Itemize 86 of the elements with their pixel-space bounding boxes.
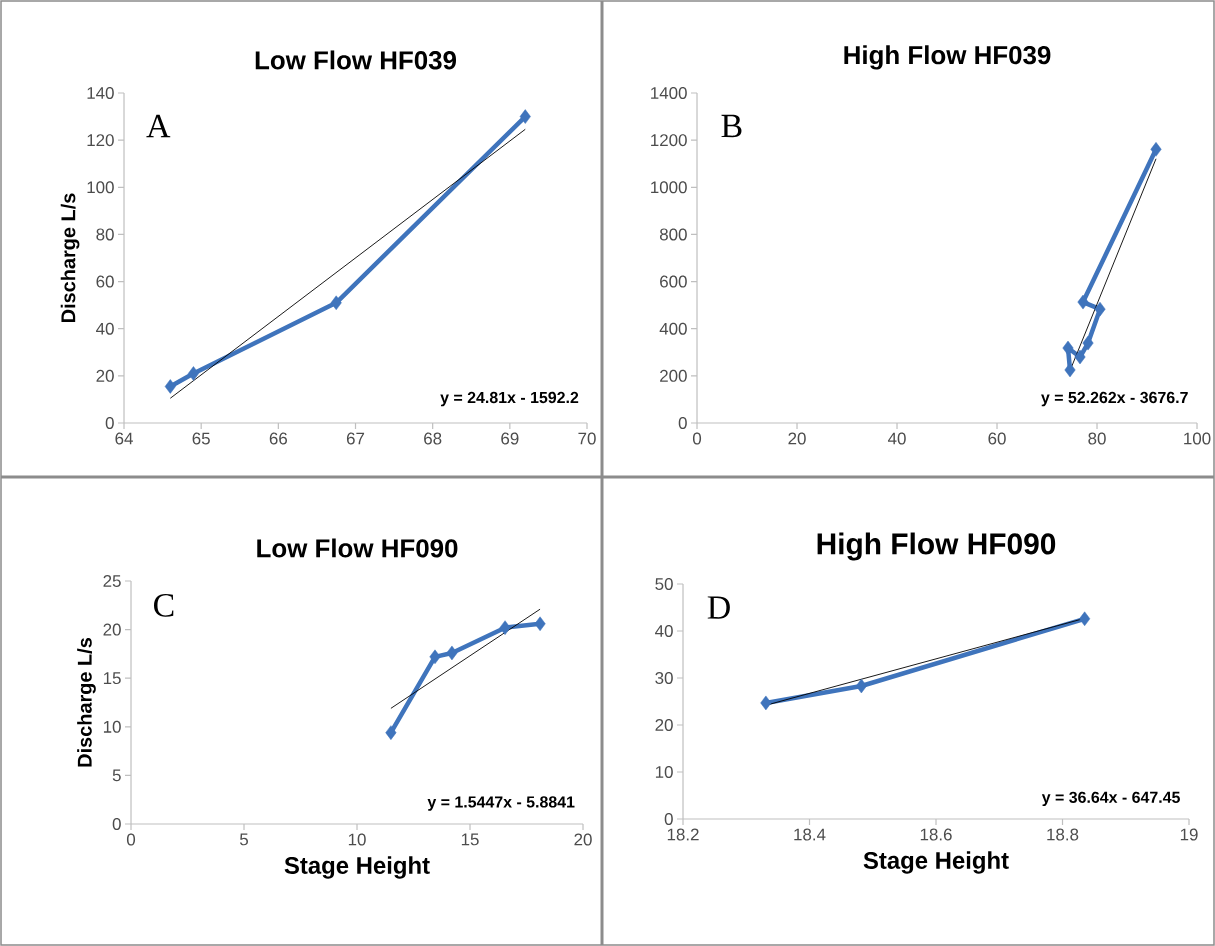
point bbox=[534, 616, 546, 632]
x-tick-label: 69 bbox=[501, 432, 519, 445]
annotation: D bbox=[707, 596, 730, 619]
point bbox=[164, 379, 176, 394]
y-tick-label: 800 bbox=[659, 228, 687, 241]
chart-title: High Flow HF090 bbox=[817, 532, 1056, 561]
y-tick-label: 20 bbox=[103, 623, 121, 636]
y-tick-label: 50 bbox=[655, 578, 673, 591]
point bbox=[1082, 335, 1094, 351]
y-tick-label: 60 bbox=[96, 275, 114, 288]
x-tick-label: 20 bbox=[574, 833, 592, 846]
annotation: y = 36.64x - 647.45 bbox=[1041, 791, 1180, 807]
point bbox=[385, 725, 397, 740]
x-tick-label: 100 bbox=[1184, 432, 1211, 445]
x-tick-label: 67 bbox=[346, 432, 365, 445]
x-tick-label: 80 bbox=[1088, 432, 1106, 445]
x-tick-label: 10 bbox=[348, 833, 366, 846]
annotation: y = 1.5447x - 5.8841 bbox=[427, 796, 575, 811]
annotation: C bbox=[154, 593, 174, 617]
y-tick-label: 10 bbox=[103, 720, 121, 733]
y-tick-label: 100 bbox=[87, 181, 114, 194]
y-tick-label: 25 bbox=[103, 575, 121, 588]
y-tick-label: 400 bbox=[659, 322, 687, 335]
x-axis-title: Stage Height bbox=[863, 851, 1009, 874]
x-tick-label: 70 bbox=[578, 432, 596, 445]
y-tick-label: 80 bbox=[96, 228, 114, 241]
y-tick-label: 0 bbox=[664, 813, 673, 826]
y-tick-label: 1200 bbox=[651, 134, 687, 147]
x-tick-label: 18.2 bbox=[667, 828, 699, 841]
x-tick-label: 5 bbox=[239, 833, 248, 846]
y-tick-label: 0 bbox=[105, 417, 114, 430]
x-tick-label: 15 bbox=[461, 833, 479, 846]
y-axis-title: Discharge L/s bbox=[60, 193, 80, 323]
y-tick-label: 15 bbox=[103, 672, 121, 685]
y-tick-label: 140 bbox=[87, 87, 114, 99]
point bbox=[1094, 301, 1106, 317]
y-tick-label: 0 bbox=[678, 417, 687, 430]
x-axis-title: Stage Height bbox=[284, 856, 430, 879]
y-tick-label: 1000 bbox=[651, 181, 687, 194]
point bbox=[1150, 142, 1162, 157]
x-tick-label: 18.8 bbox=[1047, 828, 1079, 841]
y-tick-label: 20 bbox=[96, 369, 114, 382]
x-tick-label: 66 bbox=[269, 432, 288, 445]
point bbox=[446, 645, 458, 661]
x-tick-label: 65 bbox=[192, 432, 210, 445]
point bbox=[1062, 340, 1074, 356]
point bbox=[330, 295, 342, 311]
y-tick-label: 120 bbox=[87, 134, 114, 147]
y-tick-label: 200 bbox=[660, 369, 687, 382]
y-tick-label: 1400 bbox=[651, 87, 687, 99]
y-tick-label: 40 bbox=[655, 625, 673, 638]
point bbox=[1079, 611, 1091, 627]
point bbox=[760, 695, 772, 711]
x-tick-label: 0 bbox=[692, 432, 702, 445]
chart-title: High Flow HF039 bbox=[844, 45, 1051, 70]
point bbox=[1077, 294, 1089, 310]
annotation: y = 52.262x - 3676.7 bbox=[1041, 391, 1188, 407]
point bbox=[187, 366, 199, 381]
y-tick-label: 10 bbox=[655, 766, 673, 779]
x-tick-label: 68 bbox=[424, 432, 442, 445]
chart-title: Low Flow HF090 bbox=[257, 538, 458, 558]
annotation: B bbox=[721, 114, 742, 138]
y-tick-label: 40 bbox=[96, 322, 114, 335]
annotation: y = 24.81x - 1592.2 bbox=[440, 391, 579, 407]
point bbox=[499, 620, 511, 635]
point bbox=[519, 109, 531, 124]
chart-title: Low Flow HF039 bbox=[255, 50, 457, 70]
x-tick-label: 18.4 bbox=[794, 828, 826, 841]
point bbox=[429, 649, 441, 665]
y-tick-label: 20 bbox=[655, 719, 673, 732]
y-tick-label: 5 bbox=[112, 769, 121, 782]
x-tick-label: 64 bbox=[115, 432, 133, 445]
annotation: A bbox=[146, 114, 171, 138]
y-tick-label: 0 bbox=[112, 818, 121, 831]
x-tick-label: 20 bbox=[788, 432, 806, 445]
point bbox=[855, 678, 867, 694]
y-axis-title: Discharge L/s bbox=[77, 638, 96, 767]
point bbox=[1074, 349, 1086, 365]
x-tick-label: 19 bbox=[1180, 828, 1198, 841]
x-tick-label: 0 bbox=[126, 833, 136, 846]
point bbox=[1064, 362, 1076, 378]
x-tick-label: 40 bbox=[887, 432, 906, 445]
x-tick-label: 60 bbox=[988, 432, 1006, 445]
y-tick-label: 600 bbox=[660, 275, 687, 288]
x-tick-label: 18.6 bbox=[920, 828, 952, 841]
y-tick-label: 30 bbox=[655, 672, 673, 685]
